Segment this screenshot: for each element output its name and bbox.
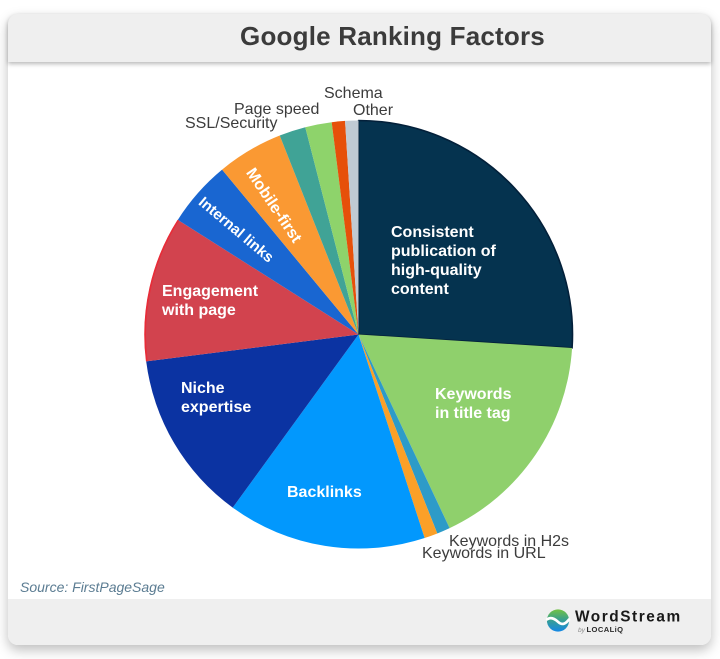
svg-text:LOCALiQ: LOCALiQ <box>587 625 624 634</box>
svg-text:by: by <box>578 627 586 634</box>
svg-text:WordStream: WordStream <box>575 609 682 626</box>
